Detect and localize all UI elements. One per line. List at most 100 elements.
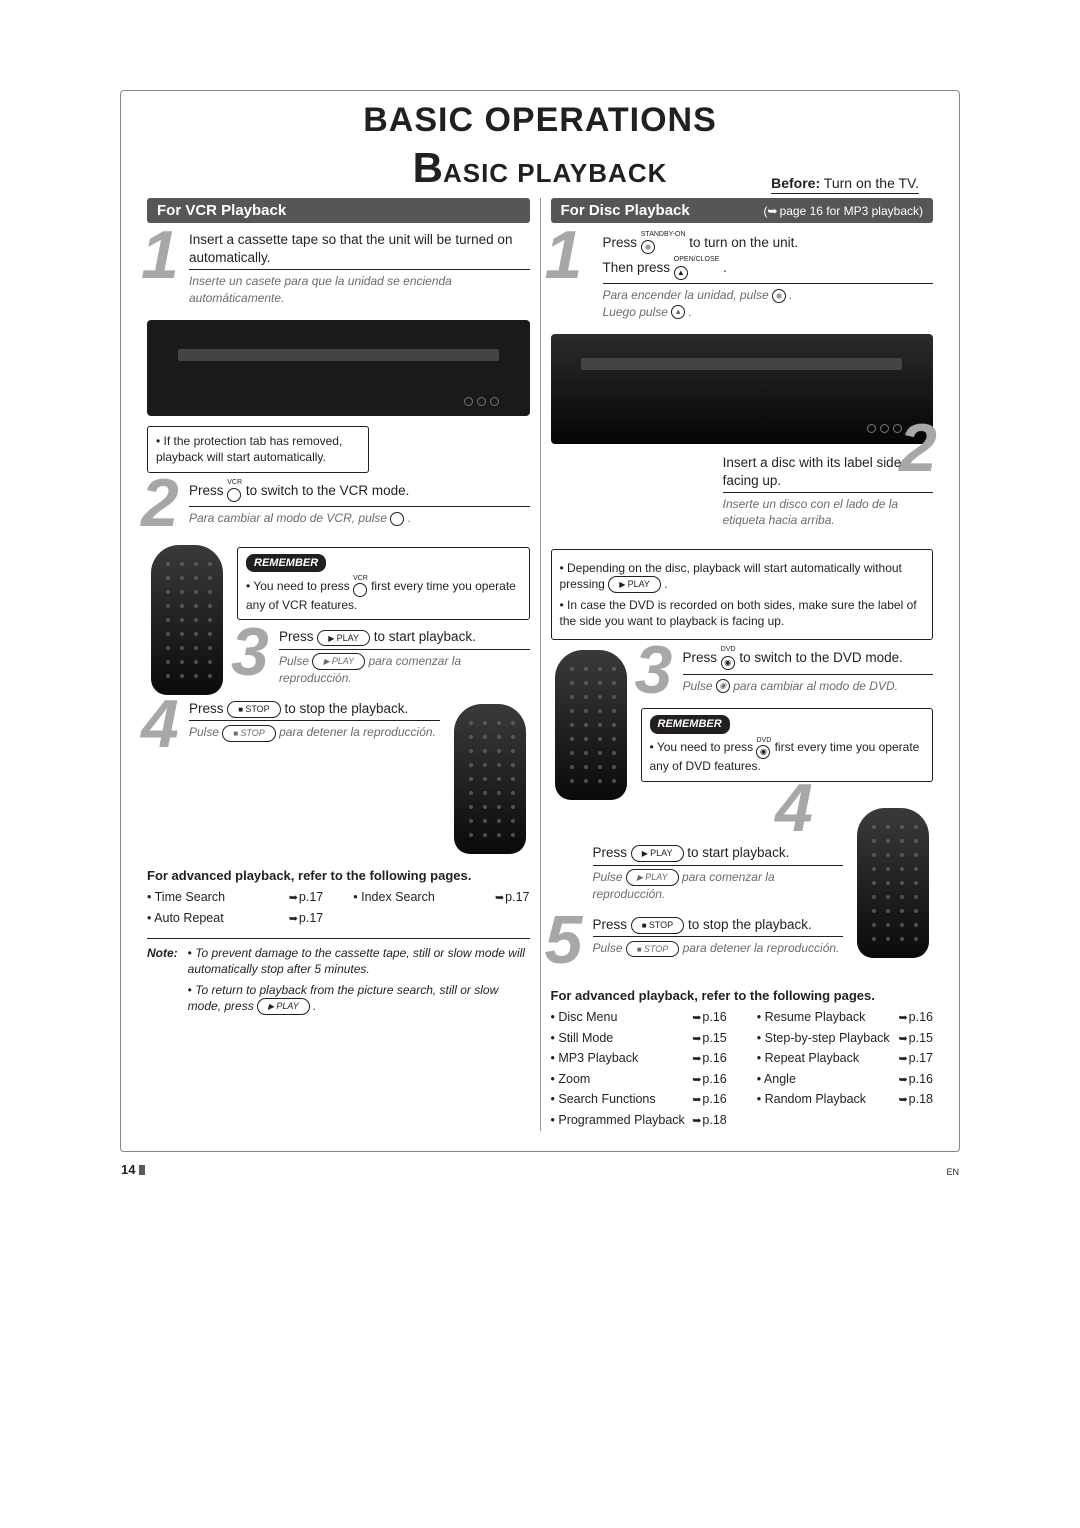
before-text: Turn on the TV. — [824, 175, 919, 191]
step-number: 3 — [635, 636, 673, 704]
stop-button-icon: STOP — [227, 701, 280, 718]
step-text: Press STOP to stop the playback. Pulse S… — [189, 700, 440, 741]
vcr-step4-row: 4 Press STOP to stop the playback. Pulse… — [147, 700, 530, 858]
section-rest: ASIC PLAYBACK — [443, 158, 667, 188]
vcr-step4-es: Pulse STOP para detener la reproducción. — [189, 724, 440, 741]
remote-illustration — [555, 650, 627, 800]
disc-step1-main: Press STANDBY-ON to turn on the unit. Th… — [603, 231, 934, 284]
adv-page: p.16 — [692, 1089, 727, 1110]
adv-item: Resume Playback — [757, 1007, 866, 1028]
vcr-step4-main: Press STOP to stop the playback. — [189, 700, 440, 721]
stop-button-icon: STOP — [222, 725, 275, 742]
remote-illustration — [454, 704, 526, 854]
dvd-mode-icon: ◉ — [721, 656, 735, 670]
adv-page: p.15 — [692, 1028, 727, 1049]
step-number: 3 — [231, 618, 269, 686]
step-text: Press STOP to stop the playback. Pulse S… — [593, 916, 844, 957]
disc-step2-row: 2 Insert a disc with its label side faci… — [551, 454, 934, 543]
stop-button-icon: STOP — [626, 941, 679, 958]
play-button-icon: PLAY — [626, 869, 679, 886]
section-big: B — [413, 144, 443, 191]
column-separator — [540, 198, 541, 1131]
step-text: Insert a disc with its label side facing… — [723, 454, 933, 529]
both-sides-note: In case the DVD is recorded on both side… — [560, 597, 925, 629]
vcr-step3-main: Press PLAY to start playback. — [279, 628, 530, 649]
adv-item: Angle — [757, 1069, 796, 1090]
adv-item: MP3 Playback — [551, 1048, 639, 1069]
disc-remember-text: • You need to press DVD ◉ first every ti… — [650, 740, 920, 773]
open-close-icon: ▲ — [674, 266, 688, 280]
vcr-adv-list: Time Searchp.17 Auto Repeatp.17 Index Se… — [147, 887, 530, 928]
adv-item: Index Search — [353, 887, 435, 908]
adv-item: Disc Menu — [551, 1007, 618, 1028]
dvd-mode-icon: ◉ — [716, 679, 730, 693]
disc-step4-es: Pulse PLAY para comenzar la reproducción… — [593, 869, 844, 902]
vcr-label: VCR — [227, 479, 242, 486]
disc-step3-row: 3 Press DVD ◉ to switch to the DVD mode. — [551, 646, 934, 804]
vcr-step1-main: Insert a cassette tape so that the unit … — [189, 231, 530, 270]
adv-page: p.16 — [692, 1069, 727, 1090]
vcr-step2-main: Press VCR to switch to the VCR mode. — [189, 479, 530, 507]
remote-illustration — [857, 808, 929, 958]
vcr-remember-box: REMEMBER • You need to press VCR first e… — [237, 547, 530, 620]
step-number: 4 — [141, 690, 179, 758]
vcr-mode-icon — [353, 583, 367, 597]
disc-step5-main: Press STOP to stop the playback. — [593, 916, 844, 937]
vcr-step3-es: Pulse PLAY para comenzar la reproducción… — [279, 653, 530, 686]
vcr-mode-icon — [227, 488, 241, 502]
play-button-icon: PLAY — [631, 845, 684, 862]
step-text: Press PLAY to start playback. Pulse PLAY… — [279, 628, 530, 686]
step-number: 1 — [141, 221, 179, 289]
vcr-step3: 3 Press PLAY to start playback. Pulse PL… — [237, 628, 530, 686]
play-button-icon: PLAY — [257, 998, 310, 1015]
protection-note-text: If the protection tab has removed, playb… — [156, 434, 342, 465]
remember-badge: REMEMBER — [650, 715, 730, 733]
chapter-title: BASIC OPERATIONS — [121, 101, 959, 140]
step-text: Press STANDBY-ON to turn on the unit. Th… — [603, 231, 934, 320]
vcr-mode-icon — [390, 512, 404, 526]
vcr-protection-note: If the protection tab has removed, playb… — [147, 426, 369, 473]
vcr-note-2: To return to playback from the picture s… — [188, 982, 530, 1015]
adv-page: p.17 — [898, 1048, 933, 1069]
step-text: Press VCR to switch to the VCR mode. Par… — [189, 479, 530, 526]
standby-icon — [641, 240, 655, 254]
depend-note-text: Depending on the disc, playback will sta… — [560, 560, 925, 593]
open-close-icon: ▲ — [671, 305, 685, 319]
note-tag: Note: — [147, 945, 178, 1019]
adv-item: Programmed Playback — [551, 1110, 685, 1131]
adv-item: Step-by-step Playback — [757, 1028, 890, 1049]
vcr-adv-heading: For advanced playback, refer to the foll… — [147, 868, 530, 883]
vcr-step1: 1 Insert a cassette tape so that the uni… — [147, 231, 530, 306]
standby-icon — [772, 289, 786, 303]
remember-badge: REMEMBER — [246, 554, 326, 572]
adv-page: p.17 — [289, 908, 324, 929]
disc-adv-heading: For advanced playback, refer to the foll… — [551, 988, 934, 1003]
adv-page: p.15 — [898, 1028, 933, 1049]
disc-step2-es: Inserte un disco con el lado de la etiqu… — [723, 496, 933, 528]
adv-page: p.16 — [692, 1048, 727, 1069]
adv-item: Zoom — [551, 1069, 591, 1090]
disc-column: For Disc Playback (page 16 for MP3 playb… — [543, 198, 942, 1131]
adv-item: Random Playback — [757, 1089, 866, 1110]
adv-item: Repeat Playback — [757, 1048, 859, 1069]
disc-step4-main: Press PLAY to start playback. — [593, 844, 844, 865]
vcr-final-note: Note: To prevent damage to the cassette … — [147, 938, 530, 1019]
step-text: Insert a cassette tape so that the unit … — [189, 231, 530, 306]
disc-header-sub: (page 16 for MP3 playback) — [764, 204, 923, 218]
remote-illustration — [151, 545, 223, 695]
disc-step1-es: Para encender la unidad, pulse . Luego p… — [603, 287, 934, 319]
disc-step3-es: Pulse ◉ para cambiar al modo de DVD. — [683, 678, 934, 694]
vcr-note-1: To prevent damage to the cassette tape, … — [188, 945, 530, 977]
vcr-step4: 4 Press STOP to stop the playback. Pulse… — [147, 700, 440, 748]
vcr-step2-remember-row: REMEMBER • You need to press VCR first e… — [147, 541, 530, 700]
disc-tray-illustration — [551, 334, 934, 444]
before-label: Before: — [771, 175, 820, 191]
disc-step4-row: 4 Press PLAY to start playback. Pulse PL… — [551, 804, 934, 978]
disc-step5: 5 Press STOP to stop the playback. Pulse… — [551, 916, 844, 964]
page-frame: BASIC OPERATIONS BASIC PLAYBACK Before: … — [120, 90, 960, 1152]
disc-step2: 2 Insert a disc with its label side faci… — [723, 454, 933, 529]
disc-step3-main: Press DVD ◉ to switch to the DVD mode. — [683, 646, 934, 674]
adv-item: Search Functions — [551, 1089, 656, 1110]
columns: For VCR Playback 1 Insert a cassette tap… — [121, 198, 959, 1131]
disc-header: For Disc Playback (page 16 for MP3 playb… — [551, 198, 934, 223]
